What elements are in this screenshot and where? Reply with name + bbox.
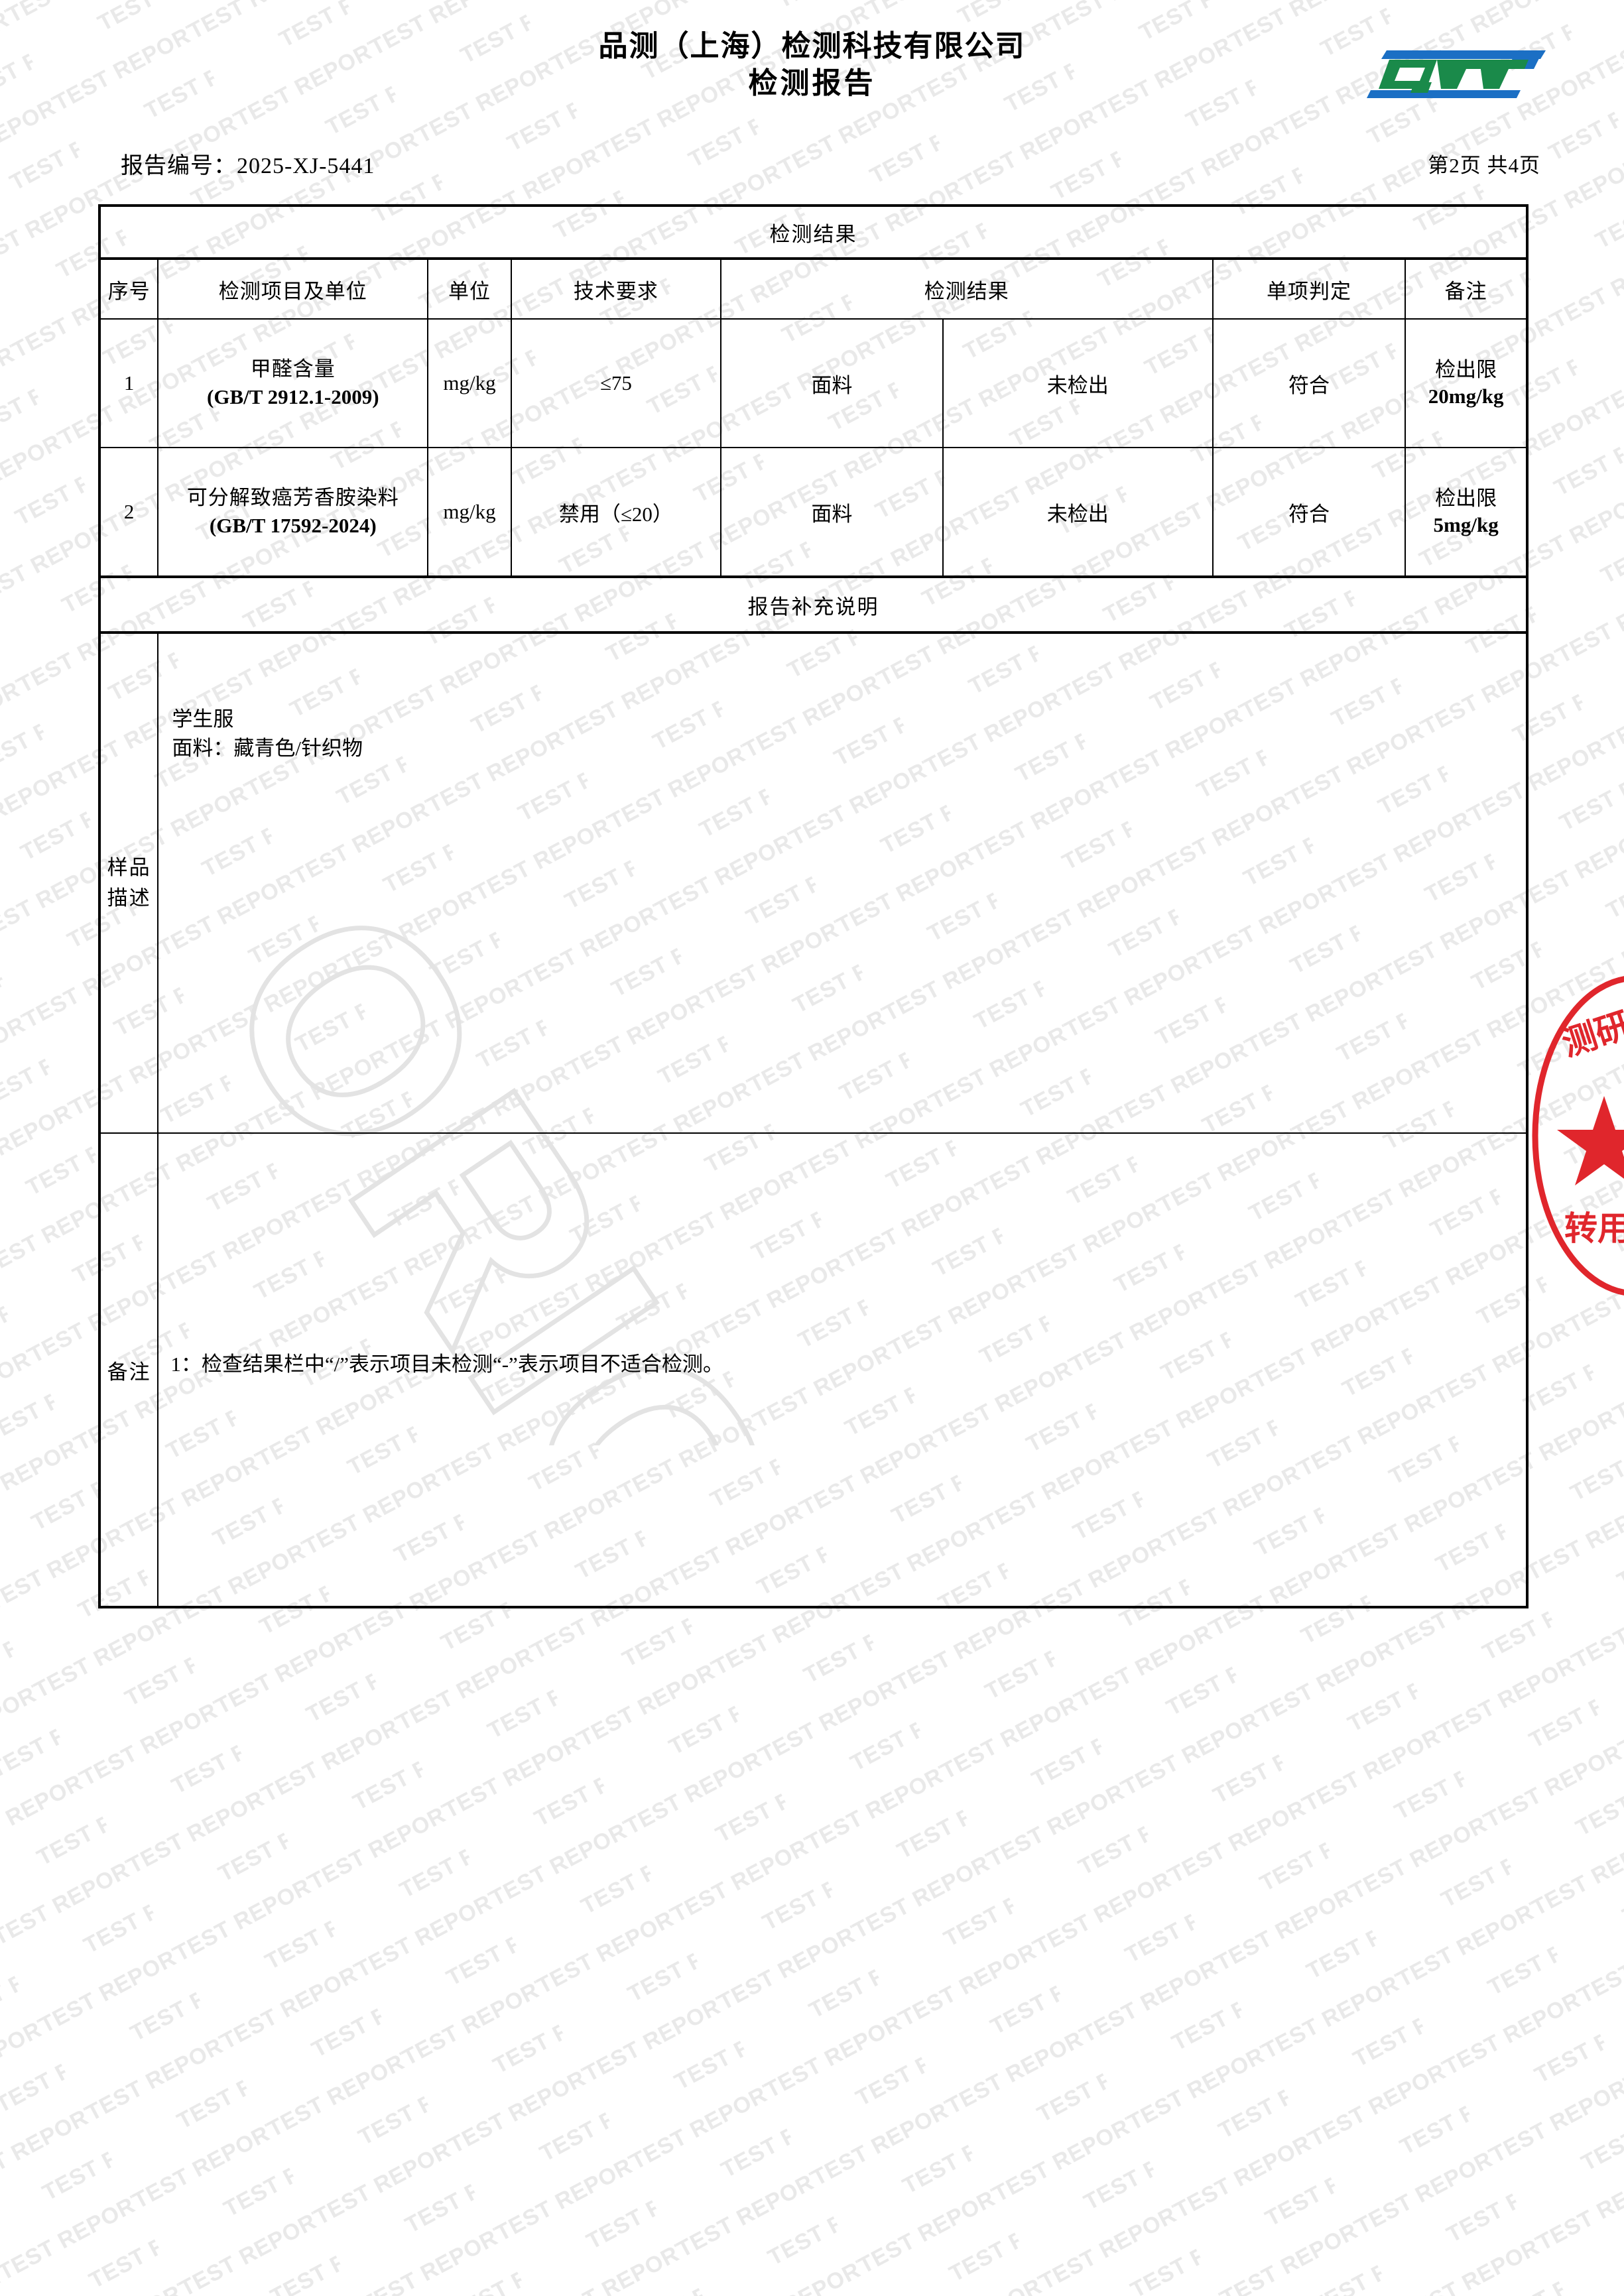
cell-item-name: 可分解致癌芳香胺染料 [186,486,399,510]
cell-no: 1 [97,318,159,448]
table-header-row: 序号 检测项目及单位 单位 技术要求 检测结果 单项判定 备注 [97,258,1529,320]
remark-label: 备注 [97,1132,159,1608]
col-header-no: 序号 [97,258,159,320]
col-header-item: 检测项目及单位 [157,258,429,320]
report-meta-row: 报告编号：2025-XJ-5441 第2页 共4页 [0,147,1624,183]
col-header-result: 检测结果 [719,258,1214,320]
cell-unit: mg/kg [427,447,512,578]
cell-item-standard: (GB/T 17592-2024) [209,514,377,537]
page-indicator: 第2页 共4页 [1428,154,1540,177]
results-band-title: 检测结果 [98,204,1529,260]
report-number-value: 2025-XJ-5441 [237,154,375,178]
col-header-requirement: 技术要求 [510,258,721,320]
cell-requirement: 禁用（≤20） [510,447,721,578]
results-table-container: 检测结果 序号 检测项目及单位 单位 技术要求 检测结果 单项判定 备注 1 甲… [97,204,1529,1608]
remark-row: 备注 1：检查结果栏中“/”表示项目未检测“-”表示项目不适合检测。 [97,1132,1529,1608]
cell-result-part: 面料 [719,318,944,448]
supplement-title: 报告补充说明 [98,576,1529,634]
supplement-band-row: 报告补充说明 [98,576,1529,634]
table-row: 1 甲醛含量 (GB/T 2912.1-2009) mg/kg ≤75 面料 未… [97,318,1529,448]
cell-item-standard: (GB/T 2912.1-2009) [207,385,379,408]
report-number: 报告编号：2025-XJ-5441 [121,147,375,180]
col-header-note: 备注 [1405,258,1529,320]
cell-item-name: 甲醛含量 [250,357,336,381]
cell-no: 2 [97,447,159,578]
svg-text:转用: 转用 [1564,1210,1624,1247]
svg-text:测研: 测研 [1558,1006,1624,1063]
sample-description-row: 样品 描述 学生服 面料：藏青色/针织物 [97,632,1529,1134]
cell-note-line2: 20mg/kg [1428,385,1504,408]
sample-label-line2: 描述 [107,886,151,910]
cell-unit: mg/kg [427,318,512,448]
official-seal-stamp-icon: 测研 转用 [1530,973,1624,1298]
cell-note-line2: 5mg/kg [1433,513,1499,536]
cell-note: 检出限 5mg/kg [1405,447,1529,578]
cell-judgement: 符合 [1212,447,1406,578]
sample-description-body: 学生服 面料：藏青色/针织物 [157,632,1529,1134]
report-number-label: 报告编号： [121,154,237,178]
cell-item: 甲醛含量 (GB/T 2912.1-2009) [157,318,429,448]
cell-note-line1: 检出限 [1435,357,1497,381]
col-header-unit: 单位 [427,258,512,320]
cell-result-value: 未检出 [942,318,1214,448]
table-band-row: 检测结果 [98,204,1529,260]
table-row: 2 可分解致癌芳香胺染料 (GB/T 17592-2024) mg/kg 禁用（… [97,447,1529,578]
sample-label-line1: 样品 [107,855,151,879]
cell-note: 检出限 20mg/kg [1405,318,1529,448]
sample-description-label: 样品 描述 [97,632,159,1134]
cell-requirement: ≤75 [510,318,721,448]
sample-description-line2: 面料：藏青色/针织物 [172,737,363,760]
cell-note-line1: 检出限 [1435,486,1497,510]
cell-item: 可分解致癌芳香胺染料 (GB/T 17592-2024) [157,447,429,578]
col-header-judgement: 单项判定 [1212,258,1406,320]
cell-result-value: 未检出 [942,447,1214,578]
results-table: 检测结果 序号 检测项目及单位 单位 技术要求 检测结果 单项判定 备注 1 甲… [97,204,1529,1608]
remark-text: 1：检查结果栏中“/”表示项目未检测“-”表示项目不适合检测。 [170,1353,723,1376]
sample-description-line1: 学生服 [172,707,234,731]
cell-result-part: 面料 [719,447,944,578]
remark-body: 1：检查结果栏中“/”表示项目未检测“-”表示项目不适合检测。 [157,1132,1529,1608]
qtt-logo-icon [1363,41,1550,102]
cell-judgement: 符合 [1212,318,1406,448]
